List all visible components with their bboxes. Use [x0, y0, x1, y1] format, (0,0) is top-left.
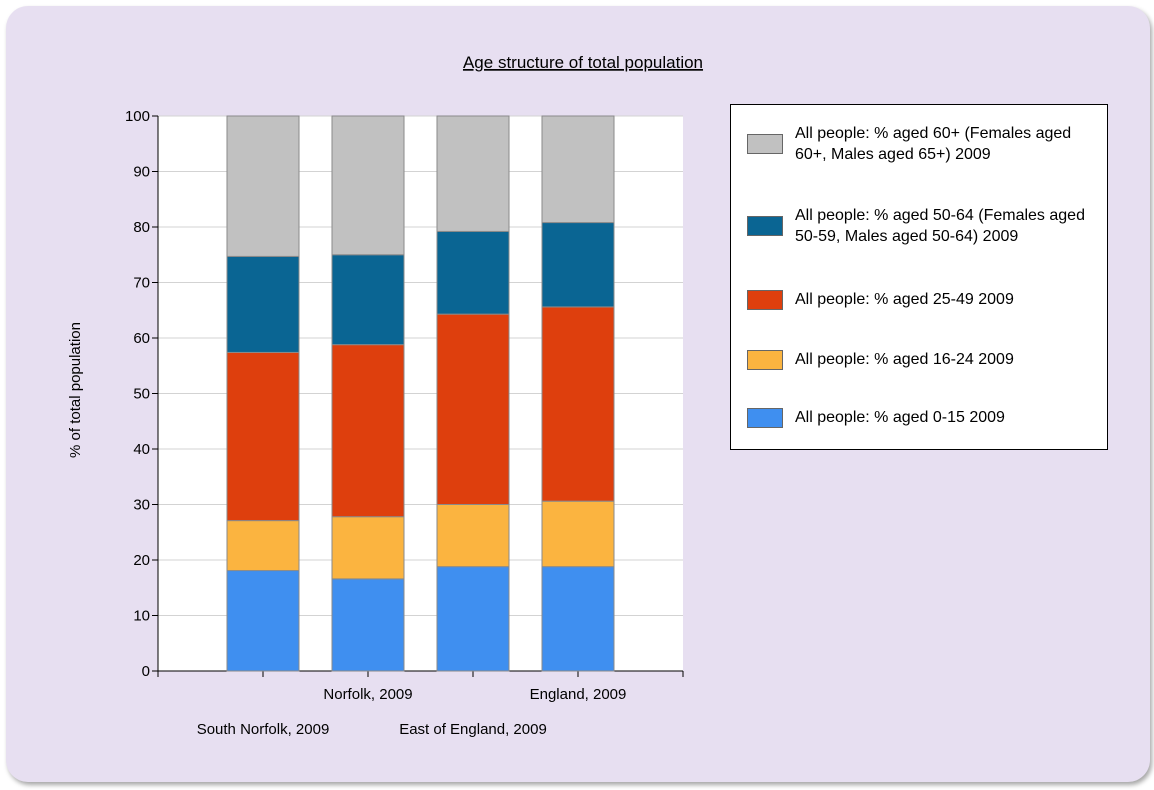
y-tick-label: 30	[133, 497, 150, 514]
bar-segment	[331, 115, 405, 256]
legend-item-aged-60-plus: All people: % aged 60+ (Females aged 60+…	[747, 123, 1095, 165]
y-tick-label: 90	[133, 164, 150, 181]
bar-segment	[226, 255, 300, 353]
legend-label: All people: % aged 16-24 2009	[795, 351, 1014, 368]
y-tick-label: 80	[133, 219, 150, 236]
y-tick-label: 70	[133, 275, 150, 292]
y-tick-label: 20	[133, 552, 150, 569]
y-tick-label: 50	[133, 386, 150, 403]
bar-segment	[226, 351, 300, 522]
legend-label: All people: % aged 60+ (Females aged 60+…	[795, 125, 1072, 163]
stacked-bar-chart: Age structure of total population % of t…	[67, 53, 703, 738]
bar-segment	[436, 566, 510, 672]
x-tick-label: South Norfolk, 2009	[197, 721, 330, 738]
bar-segment	[541, 566, 615, 672]
legend-swatch	[747, 134, 783, 154]
legend-item-aged-50-64: All people: % aged 50-64 (Females aged 5…	[747, 205, 1095, 247]
x-tick-label: England, 2009	[530, 686, 627, 703]
legend-swatch	[747, 289, 783, 310]
bar-segment	[331, 578, 405, 672]
legend-label: All people: % aged 50-64 (Females aged 5…	[795, 207, 1085, 245]
x-tick-label: East of England, 2009	[399, 721, 547, 738]
legend-swatch	[747, 216, 783, 236]
legend-item-aged-25-49: All people: % aged 25-49 2009	[747, 289, 1095, 310]
legend-item-aged-0-15: All people: % aged 0-15 2009	[747, 407, 1095, 428]
bar-segment	[541, 500, 615, 568]
legend-label: All people: % aged 25-49 2009	[795, 291, 1014, 308]
x-tick-label: Norfolk, 2009	[323, 686, 412, 703]
legend-swatch	[747, 349, 783, 370]
bar-segment	[331, 254, 405, 346]
plot-area: 0 10 20 30 40 50 60 70 80 90 100 South Norfolk, 200…	[125, 108, 684, 738]
y-tick-label: 10	[133, 608, 150, 625]
bar-segment	[226, 115, 300, 257]
bar-segment	[436, 313, 510, 506]
bar-segment	[226, 570, 300, 672]
bar-segment	[436, 115, 510, 232]
bar-segment	[436, 504, 510, 568]
y-tick-label: 60	[133, 330, 150, 347]
legend-swatch	[747, 407, 783, 428]
legend-item-aged-16-24: All people: % aged 16-24 2009	[747, 349, 1095, 370]
bar-segment	[541, 115, 615, 224]
bar-segment	[226, 520, 300, 572]
chart-panel: Age structure of total population % of t…	[6, 6, 1150, 782]
y-tick-label: 100	[125, 108, 150, 125]
bar-segment	[541, 222, 615, 308]
y-tick-label: 40	[133, 441, 150, 458]
chart-legend: All people: % aged 60+ (Females aged 60+…	[730, 104, 1108, 450]
legend-label: All people: % aged 0-15 2009	[795, 409, 1005, 426]
bar-segment	[436, 230, 510, 315]
chart-title: Age structure of total population	[463, 53, 703, 72]
bar-segment	[331, 516, 405, 580]
bar-segment	[331, 344, 405, 518]
bar-segment	[541, 306, 615, 502]
y-tick-label: 0	[142, 663, 150, 680]
y-axis-title: % of total population	[67, 322, 84, 458]
